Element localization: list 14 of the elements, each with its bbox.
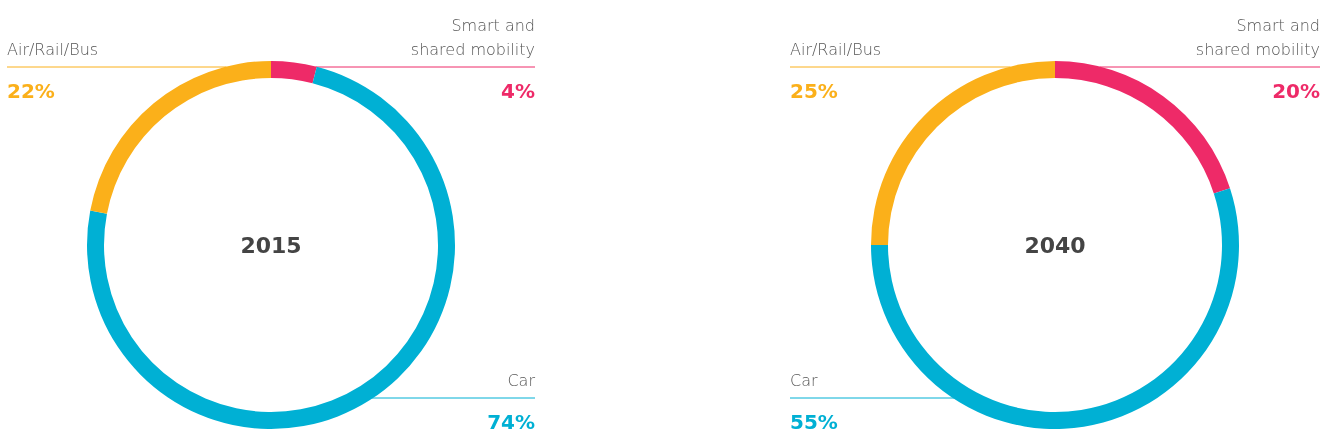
data-label: 74% xyxy=(487,410,535,432)
data-label: 22% xyxy=(7,79,55,103)
text: 2015 xyxy=(240,233,302,258)
data-label: 4% xyxy=(501,79,535,103)
slice-label: Smart and shared mobility xyxy=(410,16,535,59)
data-label: 55% xyxy=(790,410,838,432)
slice-label: Smart and shared mobility xyxy=(1195,16,1320,59)
slice-label: Car xyxy=(507,371,536,390)
data-label: 20% xyxy=(1272,79,1320,103)
text: 2040 xyxy=(1024,233,1086,258)
slice-label: Air/Rail/Bus xyxy=(7,40,99,59)
data-label: 25% xyxy=(790,79,838,103)
slice-label: Car xyxy=(790,371,818,390)
slice-label: Air/Rail/Bus xyxy=(790,40,882,59)
